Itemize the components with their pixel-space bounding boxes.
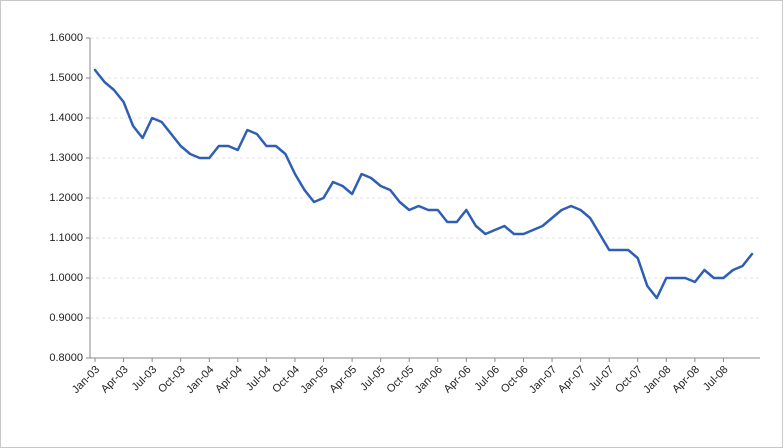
y-tick-label: 1.5000	[49, 72, 83, 84]
y-tick-label: 1.3000	[49, 152, 83, 164]
y-tick-label: 0.9000	[49, 312, 83, 324]
y-tick-label: 1.6000	[49, 32, 83, 44]
y-tick-label: 1.0000	[49, 272, 83, 284]
data-line	[93, 68, 754, 300]
y-tick-label: 1.2000	[49, 192, 83, 204]
y-tick-label: 1.4000	[49, 112, 83, 124]
y-tick-label: 1.1000	[49, 232, 83, 244]
y-tick-label: 0.8000	[49, 352, 83, 364]
